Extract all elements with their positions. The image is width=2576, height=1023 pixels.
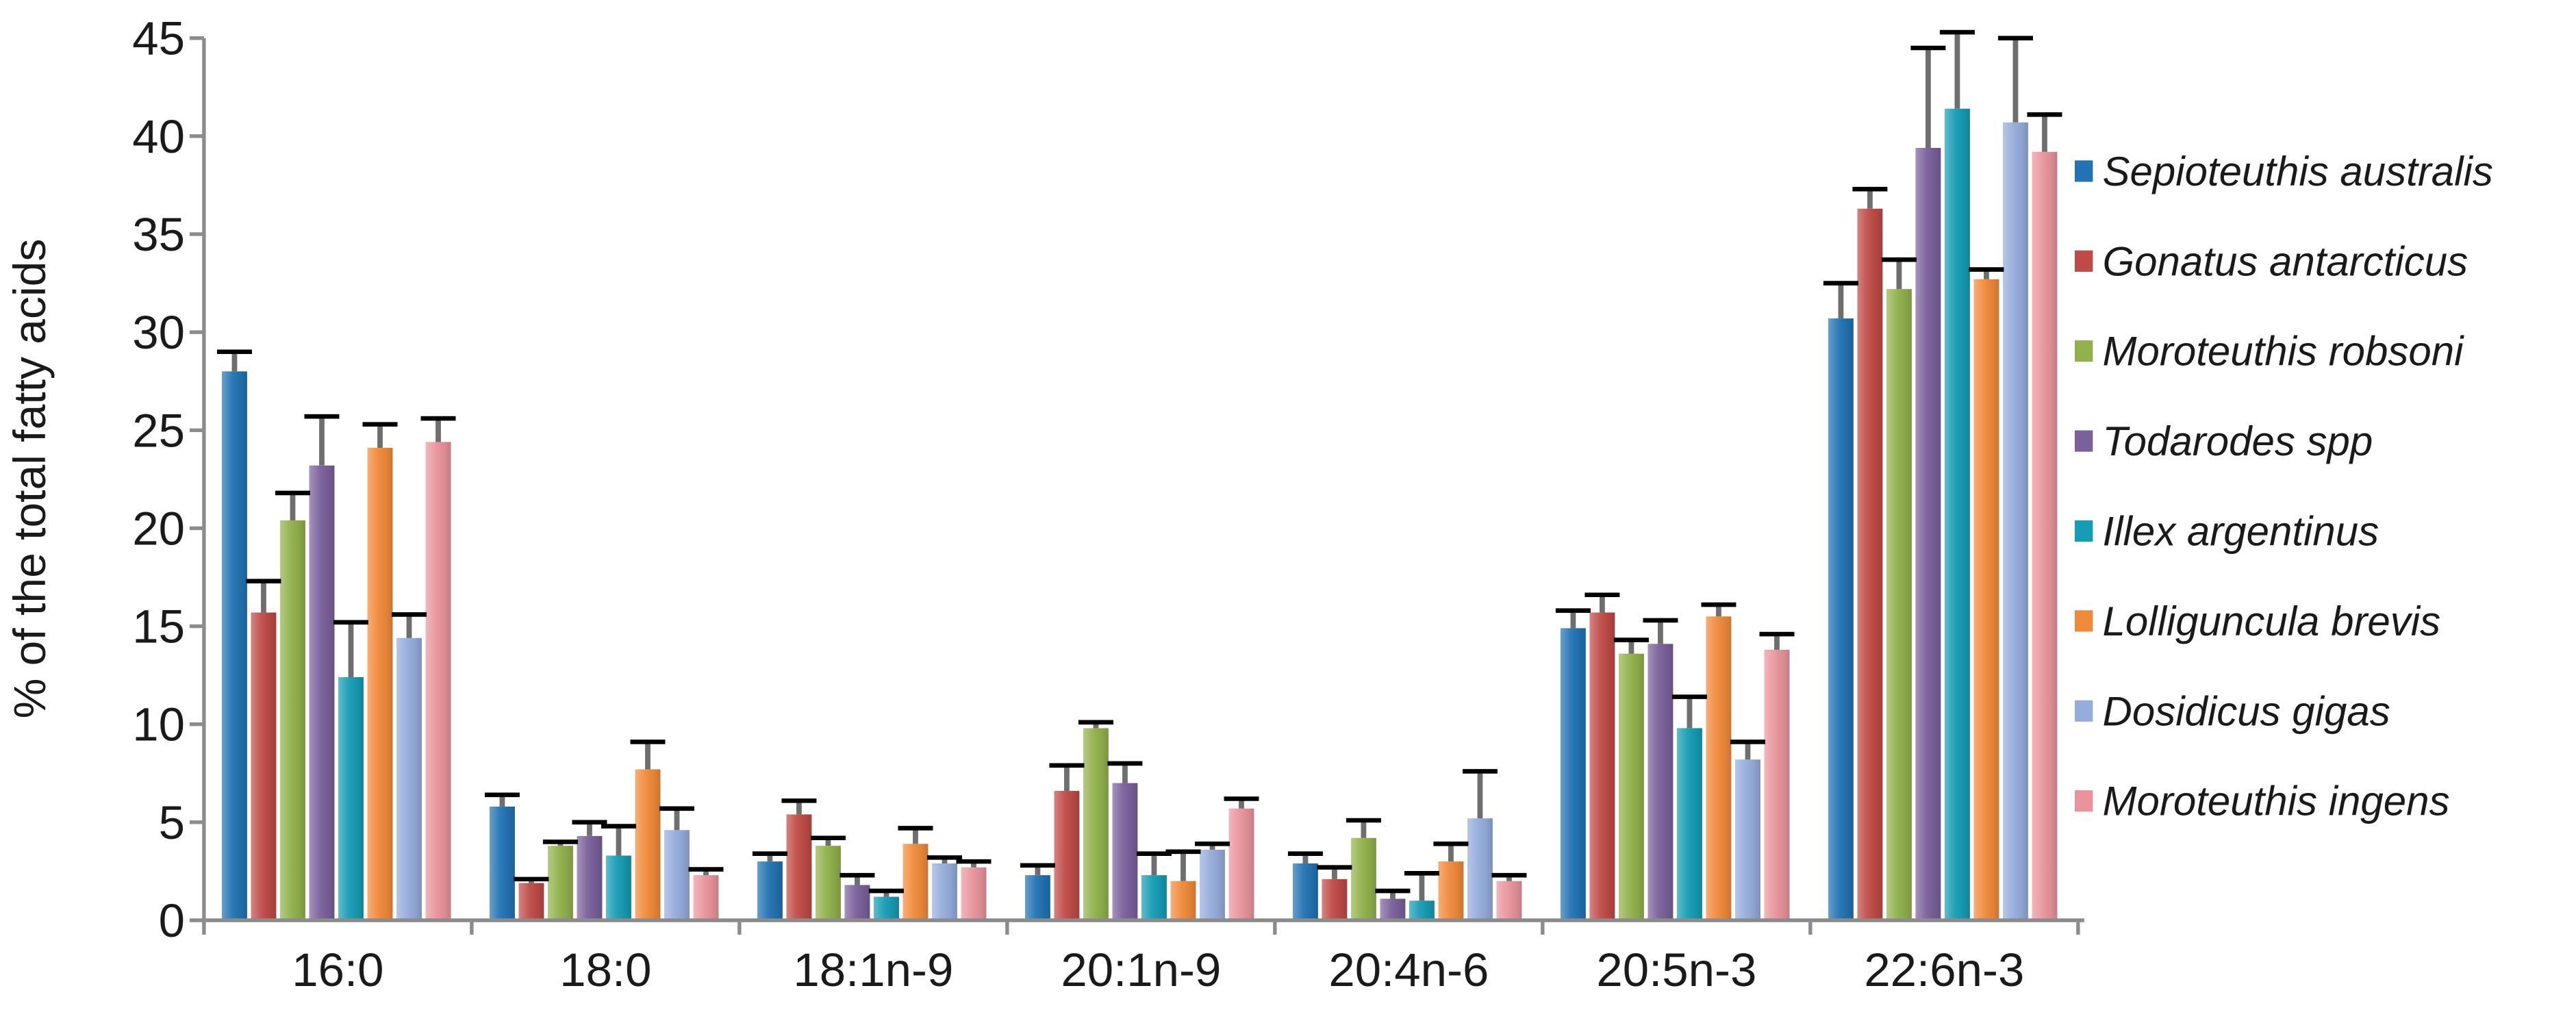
bar-shine [548, 846, 573, 920]
bar-shine [1886, 289, 1912, 920]
bar-shine [844, 885, 870, 920]
bar-shine [1200, 849, 1225, 920]
x-tick-label: 20:4n-6 [1328, 944, 1489, 996]
bar-shine [489, 806, 515, 920]
x-tick-label: 18:1n-9 [793, 944, 953, 996]
y-tick-label: 40 [132, 110, 185, 163]
legend-label: Dosidicus gigas [2103, 688, 2390, 734]
x-tick-label: 20:1n-9 [1061, 944, 1221, 996]
y-tick-label: 45 [132, 12, 185, 65]
bar-shine [1857, 208, 1883, 920]
bar-shine [396, 637, 422, 920]
bar-shine [222, 371, 247, 920]
bar-shine [786, 814, 812, 920]
x-tick-label: 22:6n-3 [1864, 944, 2024, 996]
bar-shine [961, 867, 987, 920]
bar-shine [338, 677, 364, 920]
bar-shine [1467, 818, 1493, 920]
legend-swatch [2075, 250, 2093, 272]
x-tick-label: 16:0 [292, 944, 383, 996]
bar-shine [1438, 861, 1464, 920]
y-tick-label: 15 [132, 601, 185, 653]
y-tick-label: 5 [159, 796, 185, 849]
bar-shine [1915, 148, 1941, 921]
y-tick-label: 0 [159, 894, 185, 947]
bar-shine [1380, 898, 1406, 920]
bar-shine [280, 520, 305, 920]
bar-shine [1170, 881, 1196, 920]
legend-label: Gonatus antarcticus [2103, 238, 2468, 284]
legend-label: Sepioteuthis australis [2103, 149, 2493, 194]
legend-label: Moroteuthis ingens [2103, 779, 2450, 824]
legend-label: Moroteuthis robsoni [2103, 329, 2465, 375]
bar-shine [309, 465, 335, 920]
bar-shine [874, 896, 899, 920]
y-axis-title: % of the total fatty acids [4, 239, 55, 719]
legend-swatch [2075, 160, 2093, 182]
bar-shine [1828, 318, 1854, 920]
bar-shine [816, 846, 841, 920]
x-tick-label: 20:5n-3 [1596, 944, 1756, 996]
bar-shine [1496, 881, 1522, 920]
bar-shine [932, 863, 957, 920]
bar-shine [1292, 863, 1318, 920]
bar-shine [1112, 783, 1138, 920]
bar-shine [425, 442, 451, 920]
bar-shine [251, 612, 277, 920]
bar-shine [606, 855, 631, 920]
y-tick-label: 30 [132, 306, 185, 359]
bar-shine [1735, 759, 1760, 920]
bar-shine [1409, 900, 1435, 920]
legend-label: Todarodes spp [2103, 418, 2373, 464]
bar-shine [577, 835, 603, 920]
bar-shine [1973, 279, 1999, 920]
legend-swatch [2075, 340, 2093, 362]
x-tick-label: 18:0 [559, 944, 651, 996]
bar-shine [1676, 728, 1702, 920]
bar-shine [1618, 653, 1644, 920]
legend-swatch [2075, 700, 2093, 722]
bar-shine [1764, 649, 1790, 920]
bar-shine [757, 861, 783, 920]
bar-shine [1322, 879, 1348, 920]
y-tick-label: 20 [132, 502, 185, 555]
bar-shine [1589, 612, 1615, 920]
bar-shine [1706, 616, 1732, 920]
bar-shine [693, 875, 719, 920]
y-tick-label: 10 [132, 698, 185, 751]
bar-shine [664, 830, 690, 920]
bar-shine [2032, 151, 2058, 921]
legend-swatch [2075, 520, 2093, 542]
bar-shine [1350, 837, 1376, 920]
y-tick-label: 35 [132, 208, 185, 261]
bar-shine [518, 883, 544, 920]
legend-label: Lolliguncula brevis [2103, 598, 2441, 644]
legend-swatch [2075, 610, 2093, 632]
bar-shine [1560, 628, 1586, 920]
bar-shine [902, 844, 929, 920]
bar-shine [1054, 791, 1080, 920]
bar-shine [635, 769, 661, 920]
legend-swatch [2075, 430, 2093, 452]
legend-swatch [2075, 790, 2093, 812]
bar-shine [1083, 728, 1109, 920]
bar-shine [1141, 875, 1167, 920]
bar-shine [1024, 875, 1050, 920]
bar-shine [367, 448, 393, 920]
bar-shine [2003, 122, 2028, 921]
bar-shine [1228, 808, 1254, 920]
bar-shine [1944, 108, 1970, 920]
y-tick-label: 25 [132, 404, 185, 457]
legend-label: Illex argentinus [2103, 509, 2379, 555]
bar-shine [1647, 644, 1674, 920]
